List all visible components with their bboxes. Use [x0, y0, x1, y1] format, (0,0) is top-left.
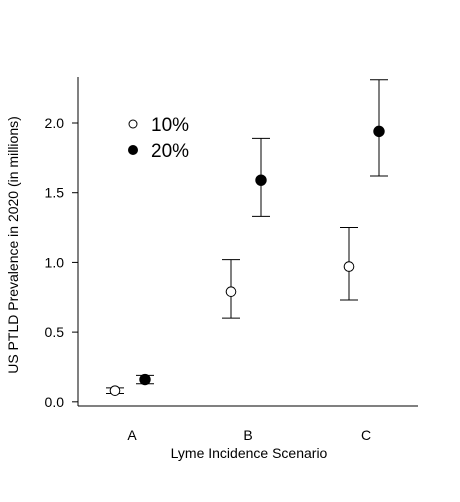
x-tick-label: B [243, 427, 252, 443]
legend-label: 10% [151, 115, 189, 136]
y-tick-label: 0.0 [45, 394, 65, 410]
legend-marker [128, 145, 138, 155]
data-points [109, 125, 385, 396]
y-axis-title: US PTLD Prevalence in 2020 (in millions) [5, 116, 21, 374]
y-tick-label: 1.0 [45, 254, 65, 270]
data-point-open [225, 286, 237, 297]
data-point-open [343, 261, 355, 272]
data-point-filled [139, 373, 151, 386]
x-tick-label: A [127, 427, 137, 443]
axes: 0.0 0.5 1.0 1.5 2.0 A B C [45, 77, 418, 443]
y-tick-label: 2.0 [45, 115, 65, 131]
x-axis-title: Lyme Incidence Scenario [171, 445, 328, 461]
error-bars [106, 79, 388, 394]
y-tick-label: 1.5 [45, 185, 65, 201]
legend-marker [128, 119, 138, 129]
legend-label: 20% [151, 141, 189, 162]
y-tick-label: 0.5 [45, 324, 65, 340]
data-point-filled [255, 174, 267, 186]
x-tick-label: C [361, 427, 371, 443]
data-point-filled [373, 125, 385, 138]
legend: 10%20% [128, 115, 189, 162]
data-point-open [109, 385, 121, 396]
